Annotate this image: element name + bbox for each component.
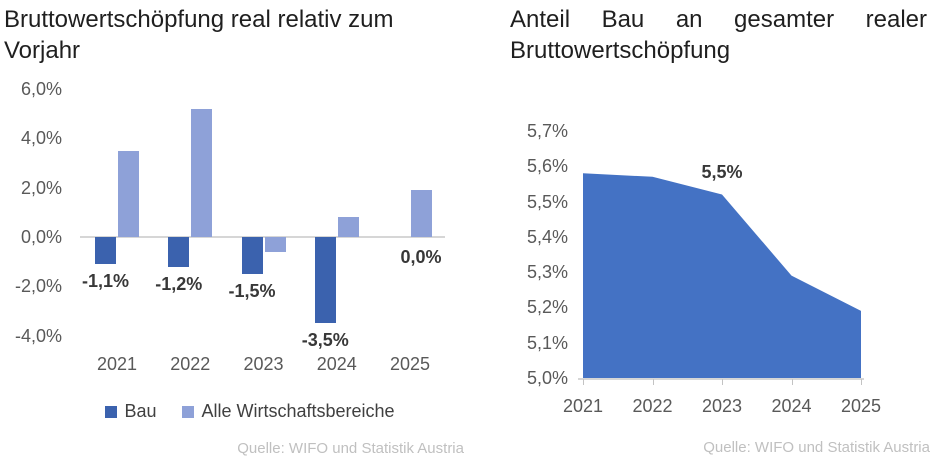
source-note-right: Quelle: WIFO und Statistik Austria bbox=[703, 439, 930, 456]
data-label-bau-2025: 0,0% bbox=[400, 247, 442, 267]
bar-chart-title-line2: Vorjahr bbox=[4, 37, 81, 64]
data-label-bau-2024: -3,5% bbox=[301, 330, 349, 351]
x-axis-tick bbox=[791, 379, 793, 385]
legend-label-bau: Bau bbox=[124, 401, 157, 421]
y-axis-label: 5,0% bbox=[526, 368, 568, 388]
legend-swatch-alle bbox=[182, 405, 195, 418]
legend-item-alle: Alle Wirtschaftsbereiche bbox=[182, 401, 395, 422]
area-chart-title-line1: Anteil Bau an gesamter realer bbox=[510, 6, 927, 33]
y-axis-label: -4,0% bbox=[14, 325, 62, 346]
y-axis-label: -2,0% bbox=[14, 276, 62, 297]
x-axis-label: 2023 bbox=[701, 396, 743, 416]
x-axis-label: 2022 bbox=[170, 354, 211, 374]
y-axis-label: 2,0% bbox=[20, 177, 62, 198]
x-axis-label: 2022 bbox=[632, 396, 673, 416]
data-label-annotation: 5,5% bbox=[701, 162, 743, 183]
bar-bau-2022 bbox=[168, 237, 190, 267]
x-axis-tick bbox=[652, 379, 654, 385]
bar-alle-2023 bbox=[264, 237, 286, 252]
chart-legend: Bau Alle Wirtschaftsbereiche bbox=[0, 401, 500, 422]
x-axis-label: 2025 bbox=[389, 354, 431, 374]
area-series-shape bbox=[583, 173, 861, 378]
zero-axis-line bbox=[80, 236, 445, 238]
bar-bau-2024 bbox=[314, 237, 336, 324]
source-note-left: Quelle: WIFO und Statistik Austria bbox=[237, 440, 464, 457]
area-chart-title-line2: Bruttowertschöpfung bbox=[510, 37, 731, 64]
y-axis-label: 5,5% bbox=[526, 191, 568, 212]
area-chart-title: Anteil Bau an gesamter realer Bruttowert… bbox=[510, 4, 927, 66]
x-axis-label: 2025 bbox=[840, 396, 882, 416]
y-axis-label: 0,0% bbox=[20, 227, 62, 247]
x-axis-label: 2023 bbox=[243, 354, 284, 374]
x-axis-tick bbox=[861, 379, 862, 385]
data-label-bau-2023: -1,5% bbox=[228, 281, 276, 302]
data-label-bau-2022: -1,2% bbox=[155, 273, 203, 294]
y-axis-label: 5,1% bbox=[526, 332, 568, 353]
legend-item-bau: Bau bbox=[105, 401, 156, 422]
x-axis-label: 2021 bbox=[562, 396, 604, 416]
legend-label-alle: Alle Wirtschaftsbereiche bbox=[201, 401, 395, 421]
bar-bau-2021 bbox=[95, 237, 116, 265]
bar-bau-2023 bbox=[241, 237, 263, 275]
x-axis-tick bbox=[722, 379, 723, 385]
bar-alle-2022 bbox=[191, 108, 213, 237]
x-axis-label: 2024 bbox=[771, 396, 812, 416]
bar-alle-2021 bbox=[118, 150, 139, 237]
y-axis-label: 4,0% bbox=[20, 128, 62, 149]
legend-swatch-bau bbox=[105, 405, 118, 418]
x-axis-label: 2021 bbox=[96, 354, 138, 374]
y-axis-label: 6,0% bbox=[20, 78, 62, 99]
x-axis-tick bbox=[583, 379, 584, 385]
x-axis-label: 2024 bbox=[316, 354, 357, 374]
bar-alle-2024 bbox=[337, 217, 359, 237]
bar-chart-title-line1: Bruttowertschöpfung real relativ zum bbox=[4, 6, 394, 33]
y-axis-label: 5,6% bbox=[526, 156, 568, 177]
x-axis-line bbox=[578, 378, 864, 380]
data-label-bau-2021: -1,1% bbox=[81, 271, 130, 292]
y-axis-label: 5,4% bbox=[526, 226, 568, 247]
y-axis-label: 5,7% bbox=[526, 120, 568, 141]
bar-chart-title: Bruttowertschöpfung real relativ zum Vor… bbox=[4, 4, 470, 66]
y-axis-label: 5,3% bbox=[526, 262, 568, 283]
bar-alle-2025 bbox=[411, 190, 432, 237]
y-axis-label: 5,2% bbox=[526, 297, 568, 318]
